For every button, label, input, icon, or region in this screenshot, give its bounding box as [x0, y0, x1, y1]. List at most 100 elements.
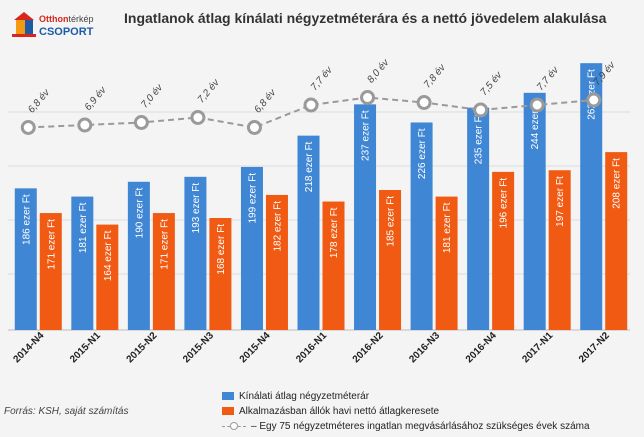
- x-tick-label: 2015-N4: [238, 330, 273, 365]
- bar-label-price: 237 ezer Ft: [361, 110, 372, 161]
- legend-label-years-text: Egy 75 négyzetméteres ingatlan megvásárl…: [259, 420, 590, 432]
- x-tick-label: 2015-N2: [125, 330, 160, 365]
- years-data-label: 7,2 év: [196, 77, 223, 106]
- bar-income: [265, 194, 288, 330]
- bar-label-income: 197 ezer Ft: [555, 176, 566, 227]
- years-data-label: 6,9 év: [83, 84, 110, 113]
- years-point: [20, 120, 36, 135]
- x-tick-label: 2016-N4: [464, 330, 499, 365]
- bar-label-price: 244 ezer Ft: [530, 99, 541, 150]
- bar-price: [354, 104, 377, 331]
- bar-income: [435, 196, 458, 330]
- legend-prefix: –: [251, 420, 260, 432]
- bar-label-price: 181 ezer Ft: [78, 202, 89, 253]
- bar-price: [127, 181, 150, 330]
- years-data-label: 8,0 év: [365, 57, 392, 86]
- legend-label-years: – Egy 75 négyzetméteres ingatlan megvásá…: [251, 421, 590, 432]
- bar-income: [96, 224, 119, 330]
- legend-label-price: Kínálati átlag négyzetméterár: [239, 390, 370, 402]
- years-point: [473, 102, 489, 118]
- bar-label-income: 168 ezer Ft: [216, 224, 227, 275]
- years-data-label: 7,0 év: [139, 82, 166, 111]
- bar-label-price: 186 ezer Ft: [21, 194, 32, 245]
- years-point: [246, 120, 262, 135]
- bar-label-income: 181 ezer Ft: [442, 202, 453, 253]
- bar-income: [209, 218, 232, 330]
- legend-item-years: – Egy 75 négyzetméteres ingatlan megvásá…: [222, 419, 590, 433]
- years-series-line: [28, 96, 594, 129]
- legend-swatch-years: [222, 421, 246, 431]
- years-data-label: 6,8 év: [26, 87, 53, 116]
- x-tick-label: 2016-N2: [351, 330, 386, 365]
- logo-house-left-icon: [16, 20, 25, 34]
- bar-label-income: 178 ezer Ft: [329, 207, 340, 258]
- bar-label-income: 185 ezer Ft: [386, 196, 397, 247]
- x-tick-label: 2015-N1: [68, 330, 103, 365]
- legend-item-price: Kínálati átlag négyzetméterár: [222, 389, 590, 403]
- legend: Kínálati átlag négyzetméterár Alkalmazás…: [222, 389, 590, 434]
- legend-item-income: Alkalmazásban állók havi nettó átlagkere…: [222, 404, 590, 418]
- years-data-label: 7,5 év: [479, 69, 506, 98]
- bar-price: [523, 92, 546, 330]
- bar-income: [492, 171, 515, 330]
- bar-income: [39, 213, 62, 330]
- bar-label-price: 193 ezer Ft: [191, 183, 202, 234]
- bar-price: [184, 176, 207, 330]
- years-data-label: 7,7 év: [535, 64, 562, 93]
- bar-price: [71, 196, 94, 330]
- years-point: [586, 92, 602, 108]
- years-point: [529, 97, 545, 113]
- bar-label-income: 182 ezer Ft: [272, 201, 283, 252]
- x-tick-label: 2016-N1: [294, 330, 329, 365]
- bar-price: [410, 122, 433, 331]
- bar-price: [467, 107, 490, 330]
- years-point: [190, 110, 206, 125]
- source-note: Forrás: KSH, saját számítás: [4, 406, 129, 417]
- years-data-label: 7,7 év: [309, 64, 336, 93]
- logo-csoport: CSOPORT: [39, 26, 94, 38]
- bar-income: [379, 190, 402, 330]
- logo-terkep: térkép: [69, 14, 94, 24]
- bar-income: [322, 201, 345, 330]
- bar-label-income: 171 ezer Ft: [159, 219, 170, 270]
- years-point: [133, 115, 149, 130]
- bar-label-price: 199 ezer Ft: [247, 173, 258, 224]
- x-tick-label: 2017-N2: [577, 330, 612, 365]
- years-data-label: 7,8 év: [422, 62, 449, 91]
- logo-roof-icon: [14, 12, 34, 20]
- bar-label-income: 208 ezer Ft: [612, 158, 623, 209]
- bar-label-price: 218 ezer Ft: [304, 141, 315, 192]
- chart-title: Ingatlanok átlag kínálati négyzetméterár…: [124, 10, 607, 26]
- otthonterkep-logo: Otthontérkép CSOPORT: [12, 12, 94, 38]
- bar-label-price: 226 ezer Ft: [417, 128, 428, 179]
- years-point: [416, 95, 432, 110]
- x-tick-label: 2015-N3: [181, 330, 216, 365]
- logo-otthon: Otthon: [39, 14, 69, 24]
- legend-swatch-income: [222, 407, 234, 415]
- logo-line1: Otthontérkép: [39, 14, 94, 24]
- bar-label-price: 235 ezer Ft: [474, 113, 485, 164]
- legend-swatch-price: [222, 392, 234, 400]
- bar-price: [297, 135, 320, 330]
- bar-income: [605, 152, 628, 330]
- bar-label-income: 171 ezer Ft: [46, 219, 57, 270]
- bar-label-price: 190 ezer Ft: [134, 188, 145, 239]
- bar-income: [548, 170, 571, 330]
- bar-income: [152, 213, 175, 330]
- logo-base-icon: [12, 34, 36, 37]
- bar-price: [240, 166, 263, 330]
- x-tick-label: 2016-N3: [407, 330, 442, 365]
- logo-house-right-icon: [25, 20, 33, 34]
- bar-price: [580, 63, 603, 330]
- x-axis: 2014-N4 2015-N1 2015-N2 2015-N3 2015-N4 2016-…: [11, 330, 612, 365]
- bar-label-income: 196 ezer Ft: [499, 178, 510, 229]
- years-point: [77, 117, 93, 133]
- bar-price: [14, 188, 37, 330]
- bar-label-income: 164 ezer Ft: [103, 230, 114, 281]
- x-tick-label: 2014-N4: [11, 330, 46, 365]
- years-data-label: 6,8 év: [252, 87, 279, 116]
- years-point: [303, 97, 319, 113]
- bars: 186 ezer Ft 171 ezer Ft 181 ezer Ft 164 eze…: [14, 63, 628, 331]
